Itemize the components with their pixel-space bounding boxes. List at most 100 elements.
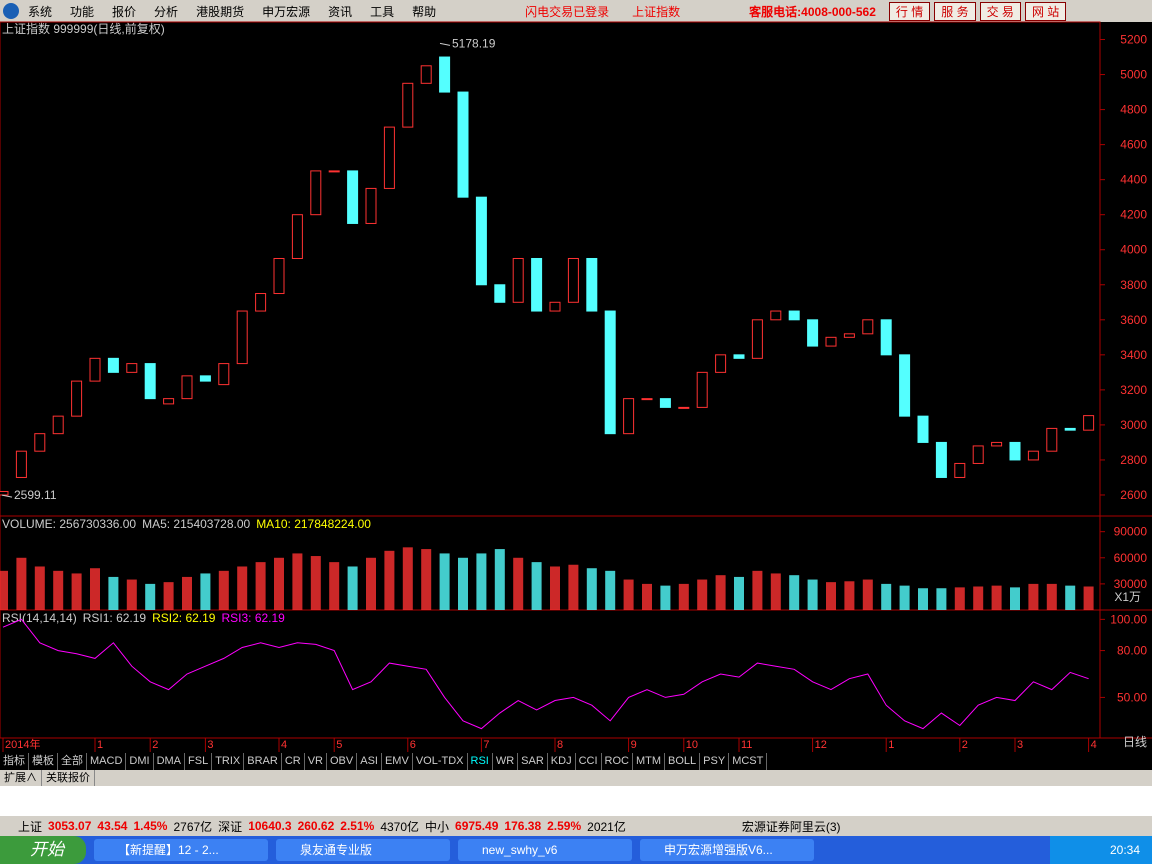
volume-bar xyxy=(255,562,266,610)
volume-bar xyxy=(274,557,284,610)
volume-bar xyxy=(53,570,64,610)
candle xyxy=(954,462,966,478)
price-annotation: 2599.11 xyxy=(14,488,57,502)
indicator-tab[interactable]: MACD xyxy=(87,753,127,770)
indicator-tab[interactable]: TRIX xyxy=(212,753,245,770)
indicator-tab[interactable]: ROC xyxy=(602,753,633,770)
sub-tab[interactable]: 关联报价 xyxy=(42,770,95,786)
candle xyxy=(328,170,340,173)
plot-frame xyxy=(0,21,1101,739)
candle xyxy=(310,170,322,216)
volume-bar xyxy=(494,549,505,610)
indicator-tab[interactable]: 指标 xyxy=(0,753,29,770)
status-item: 2767亿 xyxy=(173,819,213,834)
menu-item[interactable]: 报价 xyxy=(112,4,137,19)
volume-bar xyxy=(384,550,395,610)
menu-item[interactable]: 资讯 xyxy=(328,4,353,19)
start-button[interactable]: 开始 xyxy=(0,836,86,864)
indicator-tab[interactable]: FSL xyxy=(185,753,213,770)
indicator-tab[interactable]: 模板 xyxy=(29,753,58,770)
volume-bar xyxy=(550,566,560,610)
indicator-tab[interactable]: EMV xyxy=(382,753,413,770)
candle xyxy=(236,310,248,365)
sub-tab[interactable]: 扩展∧ xyxy=(0,770,42,786)
volume-bar xyxy=(862,579,873,610)
menu-item[interactable]: 帮助 xyxy=(412,4,437,19)
task-window[interactable]: 申万宏源增强版V6... xyxy=(640,839,814,861)
indicator-tab[interactable]: MCST xyxy=(729,753,768,770)
candle xyxy=(107,357,119,373)
volume-bar xyxy=(126,579,137,610)
volume-bar xyxy=(310,556,321,610)
date-label: 4 xyxy=(1091,739,1097,751)
menu-button[interactable]: 服 务 xyxy=(934,1,976,21)
volume-bar xyxy=(71,573,82,610)
indicator-tab[interactable]: SAR xyxy=(518,753,548,770)
status-item: 176.38 xyxy=(504,819,542,833)
candle xyxy=(439,56,451,93)
indicator-tab[interactable]: 全部 xyxy=(58,753,87,770)
y-tick-label: 2800 xyxy=(1120,453,1147,467)
status-item: 6975.49 xyxy=(455,819,499,833)
menu-item[interactable]: 分析 xyxy=(154,4,179,19)
volume-bar xyxy=(660,585,671,610)
legend-text: RSI(14,14,14) xyxy=(2,611,77,625)
volume-bar xyxy=(347,566,358,610)
legend-text: RSI2: 62.19 xyxy=(152,611,216,625)
menu-item[interactable]: 申万宏源 xyxy=(262,4,311,19)
y-tick-label: 2600 xyxy=(1120,488,1147,502)
candle xyxy=(733,354,745,359)
candle xyxy=(715,354,727,373)
indicator-tab[interactable]: DMI xyxy=(126,753,154,770)
trade-status[interactable]: 闪电交易已登录 xyxy=(525,4,610,19)
indicator-tab[interactable]: OBV xyxy=(327,753,358,770)
menu-item[interactable]: 系统 xyxy=(28,4,53,19)
status-item: 260.62 xyxy=(297,819,335,833)
task-window[interactable]: 【新提醒】12 - 2... xyxy=(94,839,268,861)
indicator-tab[interactable]: BRAR xyxy=(244,753,282,770)
y-tick-label: 60000 xyxy=(1114,551,1148,565)
indicator-tab[interactable]: CR xyxy=(282,753,305,770)
date-label: 5 xyxy=(336,739,342,751)
candle xyxy=(365,187,377,224)
indicator-tab[interactable]: MTM xyxy=(633,753,666,770)
indicator-tab[interactable]: BOLL xyxy=(665,753,701,770)
indicator-tab[interactable]: ASI xyxy=(357,753,382,770)
indicator-tab[interactable]: KDJ xyxy=(548,753,576,770)
menu-item[interactable]: 港股期货 xyxy=(196,4,245,19)
volume-bar xyxy=(697,579,708,610)
indicator-tab[interactable]: VOL-TDX xyxy=(413,753,468,770)
date-label: 1 xyxy=(888,739,894,751)
volume-bar xyxy=(292,553,303,610)
candle xyxy=(0,490,9,496)
candle xyxy=(218,363,230,386)
y-tick-label: 3200 xyxy=(1120,383,1147,397)
indicator-tab[interactable]: PSY xyxy=(700,753,730,770)
menu-item[interactable]: 工具 xyxy=(370,4,395,19)
menu-button[interactable]: 交 易 xyxy=(979,1,1021,21)
volume-bar xyxy=(108,576,119,610)
menu-button[interactable]: 网 站 xyxy=(1024,1,1067,21)
candle xyxy=(549,301,561,312)
candle xyxy=(291,214,303,259)
volume-bar xyxy=(623,579,634,610)
indicator-tab[interactable]: WR xyxy=(493,753,519,770)
indicator-tab[interactable]: RSI xyxy=(468,753,493,770)
menu-item[interactable]: 功能 xyxy=(70,4,95,19)
candle xyxy=(1083,415,1095,431)
index-link[interactable]: 上证指数 xyxy=(632,4,681,19)
candle xyxy=(15,450,27,478)
indicator-tab[interactable]: VR xyxy=(305,753,327,770)
menu-button[interactable]: 行 情 xyxy=(888,1,931,21)
candle xyxy=(34,433,46,452)
task-window[interactable]: 泉友通专业版 xyxy=(276,839,450,861)
volume-bar xyxy=(439,553,450,610)
task-window[interactable]: new_swhy_v6 xyxy=(458,839,632,861)
date-label: 3 xyxy=(207,739,213,751)
indicator-tab[interactable]: CCI xyxy=(576,753,602,770)
candle xyxy=(347,170,359,224)
y-tick-label: 3600 xyxy=(1120,313,1147,327)
candle xyxy=(52,415,64,435)
indicator-tab[interactable]: DMA xyxy=(154,753,186,770)
candle xyxy=(862,319,874,335)
